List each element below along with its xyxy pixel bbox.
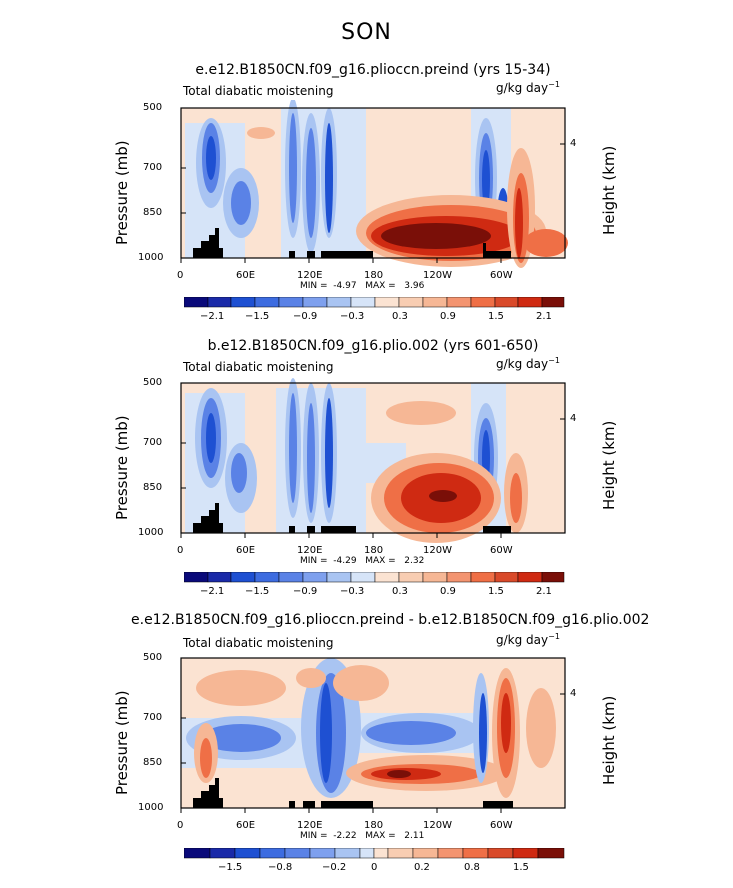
panel-1-title: e.e12.B1850CN.f09_g16.plioccn.preind (yr… bbox=[195, 62, 551, 78]
panel-3-variable-label: Total diabatic moistening bbox=[183, 636, 334, 650]
panel-2-rtick-4: 4 bbox=[570, 413, 577, 424]
panel-1-cb-label: −0.9 bbox=[293, 311, 318, 322]
panel-2-cb-label: −0.3 bbox=[340, 586, 365, 597]
panel-2-ytick-1000: 1000 bbox=[138, 527, 164, 538]
panel-1-stats: MIN = -4.97 MAX = 3.96 bbox=[300, 281, 425, 291]
panel-2-variable-label: Total diabatic moistening bbox=[183, 360, 334, 374]
panel-3-xtick-60w: 60W bbox=[490, 820, 513, 831]
panel-3-cb-label: −0.8 bbox=[268, 862, 293, 873]
panel-2-cb-label: −2.1 bbox=[200, 586, 225, 597]
panel-2-units: g/kg day−1 bbox=[496, 356, 560, 371]
season-title: SON bbox=[341, 20, 392, 45]
panel-3-colorbar bbox=[184, 848, 565, 859]
panel-3-xtick-60e: 60E bbox=[236, 820, 256, 831]
panel-3-left-axis-title: Pressure (mb) bbox=[113, 690, 131, 795]
panel-1-ytick-1000: 1000 bbox=[138, 252, 164, 263]
panel-1-colorbar bbox=[184, 297, 565, 308]
panel-2-stats: MIN = -4.29 MAX = 2.32 bbox=[300, 556, 425, 566]
panel-2-xtick-180: 180 bbox=[364, 545, 384, 556]
panel-1-cb-label: 0.9 bbox=[440, 311, 456, 322]
panel-3-units: g/kg day−1 bbox=[496, 632, 560, 647]
panel-1-ytick-850: 850 bbox=[143, 207, 163, 218]
panel-1-ytick-500: 500 bbox=[143, 102, 163, 113]
panel-2-cb-label: 0.9 bbox=[440, 586, 456, 597]
panel-3-cb-label: −0.2 bbox=[322, 862, 347, 873]
panel-1-cb-label: −0.3 bbox=[340, 311, 365, 322]
panel-1-xtick-180: 180 bbox=[364, 270, 384, 281]
panel-1-cb-label: −2.1 bbox=[200, 311, 225, 322]
panel-3-ytick-500: 500 bbox=[143, 652, 163, 663]
panel-3-ytick-1000: 1000 bbox=[138, 802, 164, 813]
panel-1-xtick-120e: 120E bbox=[297, 270, 323, 281]
panel-1-rtick-4: 4 bbox=[570, 138, 577, 149]
panel-3-ytick-850: 850 bbox=[143, 757, 163, 768]
panel-1-left-axis-title: Pressure (mb) bbox=[113, 140, 131, 245]
panel-1-right-axis-title: Height (km) bbox=[600, 145, 618, 235]
panel-2-cb-label: −0.9 bbox=[293, 586, 318, 597]
panel-3-xtick-120e: 120E bbox=[297, 820, 323, 831]
panel-3-field bbox=[181, 658, 565, 808]
panel-2-xtick-120w: 120W bbox=[423, 545, 452, 556]
panel-2-field bbox=[181, 378, 565, 543]
panel-2-left-axis-title: Pressure (mb) bbox=[113, 415, 131, 520]
panel-3-cb-label: 0.8 bbox=[464, 862, 480, 873]
panel-3-cb-label: 0.2 bbox=[414, 862, 430, 873]
panel-1-xtick-0: 0 bbox=[177, 270, 184, 281]
panel-2-cb-label: 0.3 bbox=[392, 586, 408, 597]
panel-2-xtick-60w: 60W bbox=[490, 545, 513, 556]
panel-3-xtick-180: 180 bbox=[364, 820, 384, 831]
panel-2-cb-label: 1.5 bbox=[488, 586, 504, 597]
panel-3-title: e.e12.B1850CN.f09_g16.plioccn.preind - b… bbox=[131, 612, 650, 628]
panel-3-plot bbox=[180, 657, 566, 813]
panel-3-cb-label: 1.5 bbox=[513, 862, 529, 873]
panel-1-cb-label: 1.5 bbox=[488, 311, 504, 322]
panel-2-ytick-500: 500 bbox=[143, 377, 163, 388]
panel-1-xtick-120w: 120W bbox=[423, 270, 452, 281]
panel-2-plot bbox=[180, 378, 566, 543]
panel-3-cb-label: 0 bbox=[371, 862, 378, 873]
panel-2-xtick-120e: 120E bbox=[297, 545, 323, 556]
panel-2-title: b.e12.B1850CN.f09_g16.plio.002 (yrs 601-… bbox=[207, 338, 539, 354]
panel-3-rtick-4: 4 bbox=[570, 688, 577, 699]
panel-1-cb-label: 0.3 bbox=[392, 311, 408, 322]
panel-1-xtick-60w: 60W bbox=[490, 270, 513, 281]
panel-3-xtick-0: 0 bbox=[177, 820, 184, 831]
panel-1-ytick-700: 700 bbox=[143, 162, 163, 173]
panel-2-xtick-60e: 60E bbox=[236, 545, 256, 556]
panel-2-right-axis-title: Height (km) bbox=[600, 420, 618, 510]
panel-2-ytick-700: 700 bbox=[143, 437, 163, 448]
panel-3-ytick-700: 700 bbox=[143, 712, 163, 723]
panel-3-cb-label: −1.5 bbox=[218, 862, 243, 873]
panel-3-stats: MIN = -2.22 MAX = 2.11 bbox=[300, 831, 425, 841]
panel-1-variable-label: Total diabatic moistening bbox=[183, 84, 334, 98]
panel-1-plot bbox=[180, 100, 568, 268]
panel-1-cb-label: 2.1 bbox=[536, 311, 552, 322]
panel-3-right-axis-title: Height (km) bbox=[600, 695, 618, 785]
panel-1-xtick-60e: 60E bbox=[236, 270, 256, 281]
panel-1-cb-label: −1.5 bbox=[245, 311, 270, 322]
panel-2-xtick-0: 0 bbox=[177, 545, 184, 556]
panel-3-xtick-120w: 120W bbox=[423, 820, 452, 831]
panel-1-field bbox=[181, 100, 568, 268]
panel-2-cb-label: 2.1 bbox=[536, 586, 552, 597]
panel-2-ytick-850: 850 bbox=[143, 482, 163, 493]
panel-2-cb-label: −1.5 bbox=[245, 586, 270, 597]
panel-2-colorbar bbox=[184, 572, 565, 583]
panel-1-units: g/kg day−1 bbox=[496, 80, 560, 95]
